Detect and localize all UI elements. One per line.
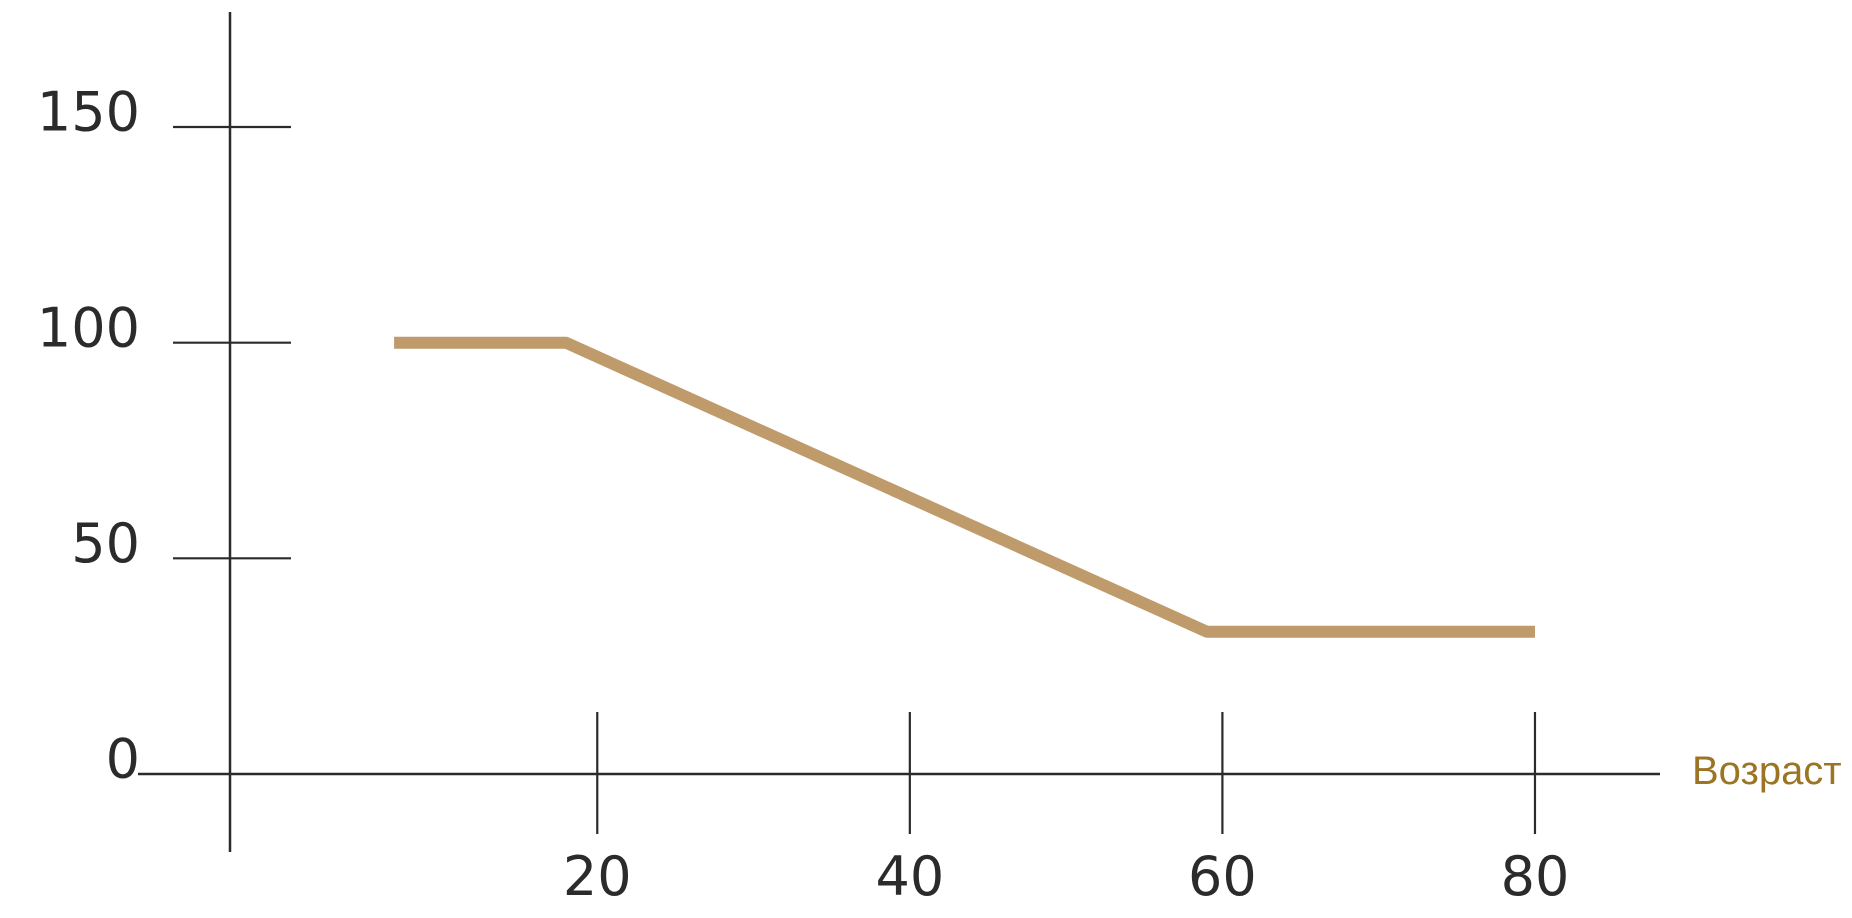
y-ticks bbox=[173, 125, 291, 560]
series-line bbox=[394, 336, 1535, 638]
x-tick-label: 40 bbox=[875, 845, 944, 908]
x-tick-label: 80 bbox=[1501, 845, 1570, 908]
y-tick-label: 50 bbox=[71, 512, 140, 575]
x-tick-label: 20 bbox=[563, 845, 632, 908]
y-tick-labels: 0 50 100 150 bbox=[37, 81, 140, 791]
x-ticks bbox=[596, 712, 1537, 834]
y-tick-label: 100 bbox=[37, 296, 140, 359]
y-tick-label: 0 bbox=[106, 728, 140, 791]
x-tick-label: 60 bbox=[1188, 845, 1257, 908]
y-tick-label: 150 bbox=[37, 81, 140, 144]
x-tick-labels: 20 40 60 80 bbox=[563, 845, 1569, 908]
x-axis-title: Возраст bbox=[1692, 749, 1842, 793]
